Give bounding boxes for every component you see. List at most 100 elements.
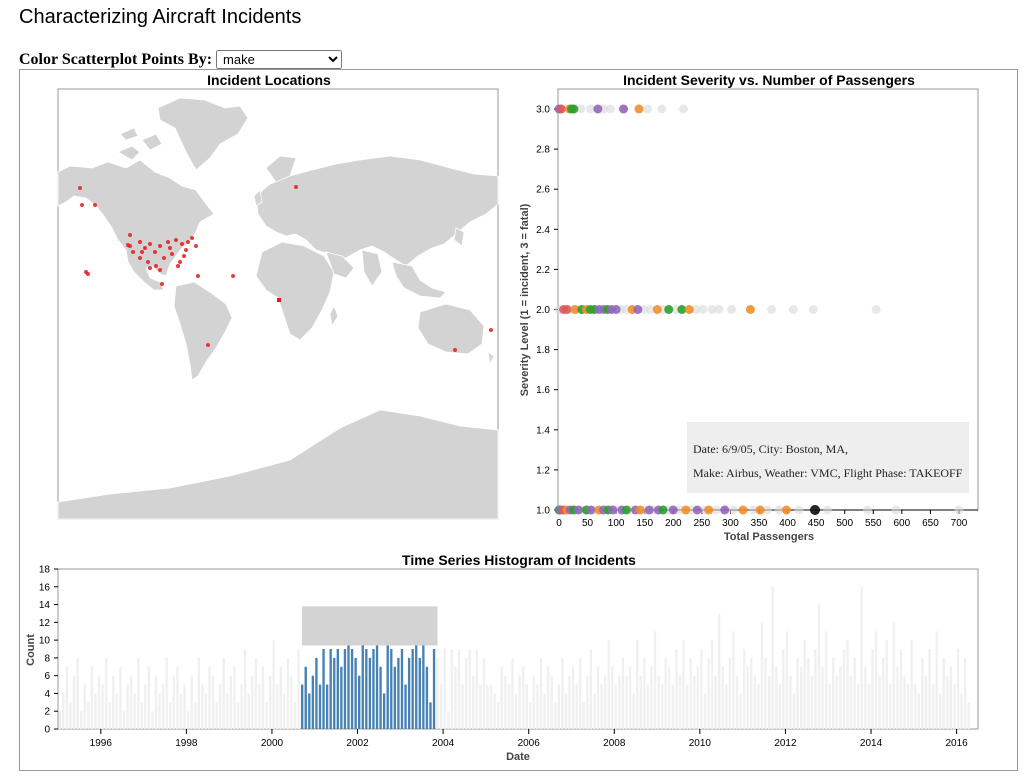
histogram-bar xyxy=(500,666,503,729)
histogram-bar xyxy=(112,675,115,729)
histogram-bar xyxy=(792,693,796,729)
histogram-bar xyxy=(881,657,885,729)
histogram-bar xyxy=(921,657,924,729)
histogram-bar xyxy=(293,702,297,729)
scatter-point xyxy=(774,505,784,515)
scatter-point xyxy=(720,505,730,515)
histogram-bar xyxy=(532,675,536,729)
histogram-bar xyxy=(151,711,154,729)
histogram-bar xyxy=(728,657,732,729)
histogram-bar xyxy=(764,657,767,729)
scatter-point xyxy=(808,305,818,314)
histogram-bar xyxy=(860,586,863,729)
scatter-point xyxy=(668,505,678,515)
histogram-bar xyxy=(482,657,486,729)
scatter-x-tick-label: 450 xyxy=(808,518,825,529)
histogram-bar xyxy=(853,657,856,729)
scatter-point xyxy=(593,104,603,114)
histogram-bar xyxy=(439,684,443,729)
histogram-bar xyxy=(172,675,176,729)
scatter-x-tick-label: 50 xyxy=(582,518,594,529)
histogram-x-tick-label: 2002 xyxy=(346,738,369,749)
histogram-bar xyxy=(436,657,439,729)
scatter-y-tick-label: 3.0 xyxy=(536,105,550,116)
scatter-point xyxy=(585,104,595,114)
histogram-x-tick-label: 2010 xyxy=(689,738,712,749)
histogram-bar xyxy=(814,649,817,729)
histogram-bar xyxy=(521,666,525,729)
histogram-bar xyxy=(464,657,468,729)
histogram-bar xyxy=(543,693,546,729)
histogram-bar xyxy=(340,666,343,729)
histogram-bar xyxy=(554,702,557,729)
color-by-select[interactable]: make xyxy=(216,50,343,69)
histogram-bar xyxy=(511,657,514,729)
histogram-bar xyxy=(632,693,635,729)
scatter-point xyxy=(755,505,765,515)
histogram-bar xyxy=(272,640,275,729)
histogram-bar xyxy=(229,675,233,729)
histogram-bar xyxy=(375,640,379,729)
scatter-y-tick-label: 1.4 xyxy=(536,425,550,436)
histogram-bar xyxy=(318,684,322,729)
scatter-x-label: Total Passengers xyxy=(724,531,814,543)
histogram-bar xyxy=(179,693,183,729)
histogram-bar xyxy=(757,684,760,729)
histogram-bar xyxy=(714,675,717,729)
histogram-bar xyxy=(721,666,724,729)
histogram-bar xyxy=(867,684,871,729)
histogram-bar xyxy=(308,693,311,729)
histogram-bar xyxy=(935,631,938,729)
histogram-bar xyxy=(133,693,136,729)
histogram-bar xyxy=(707,657,710,729)
scatter-x-tick-label: 300 xyxy=(722,518,739,529)
histogram-title: Time Series Histogram of Incidents xyxy=(402,552,636,568)
scatter-point xyxy=(570,305,580,314)
histogram-bar xyxy=(946,675,949,729)
histogram-bar xyxy=(657,675,660,729)
histogram-brush[interactable] xyxy=(301,606,438,646)
histogram-bar xyxy=(329,649,332,729)
histogram-bar xyxy=(108,702,111,729)
histogram-bar xyxy=(104,657,108,729)
scatter-point xyxy=(794,505,804,515)
histogram-bar xyxy=(967,702,970,729)
histogram-y-tick-label: 8 xyxy=(44,653,50,664)
histogram-bar xyxy=(956,649,960,729)
histogram-bar xyxy=(137,657,140,729)
scatter-point xyxy=(738,505,748,515)
histogram-bar xyxy=(343,649,347,729)
histogram-x-tick-label: 2000 xyxy=(261,738,284,749)
histogram-bar xyxy=(468,649,471,729)
histogram-bar xyxy=(90,666,94,729)
histogram-bar xyxy=(735,675,739,729)
histogram-bar xyxy=(700,649,703,729)
scatter-point xyxy=(677,305,687,314)
histogram-bar xyxy=(760,622,764,729)
scatter-point xyxy=(698,305,708,314)
scatter-point xyxy=(891,505,901,515)
scatter-y-tick-label: 1.8 xyxy=(536,345,550,356)
histogram-bar xyxy=(432,649,436,729)
histogram-bar xyxy=(596,666,600,729)
scatter-point xyxy=(621,505,631,515)
scatter-point xyxy=(871,305,881,314)
histogram-bar xyxy=(144,684,147,729)
histogram-bar xyxy=(546,666,550,729)
histogram-x-tick-label: 1998 xyxy=(175,738,198,749)
histogram-bar xyxy=(215,702,218,729)
histogram-bar xyxy=(775,666,778,729)
scatter-point xyxy=(573,505,583,515)
histogram-x-tick-label: 2014 xyxy=(860,738,883,749)
scatter-point xyxy=(643,104,653,114)
histogram-bar xyxy=(782,649,785,729)
histogram-bar xyxy=(839,666,842,729)
histogram-bar xyxy=(411,649,414,729)
scatter-y-ticks: 1.0 1.2 1.4 1.6 1.8 2.0 2.2 2.4 2.6 2.8 3.0 xyxy=(536,105,558,517)
histogram-bar xyxy=(315,657,318,729)
scatter-title: Incident Severity vs. Number of Passenge… xyxy=(623,72,915,88)
histogram-bar xyxy=(258,684,261,729)
histogram-bar xyxy=(393,666,397,729)
